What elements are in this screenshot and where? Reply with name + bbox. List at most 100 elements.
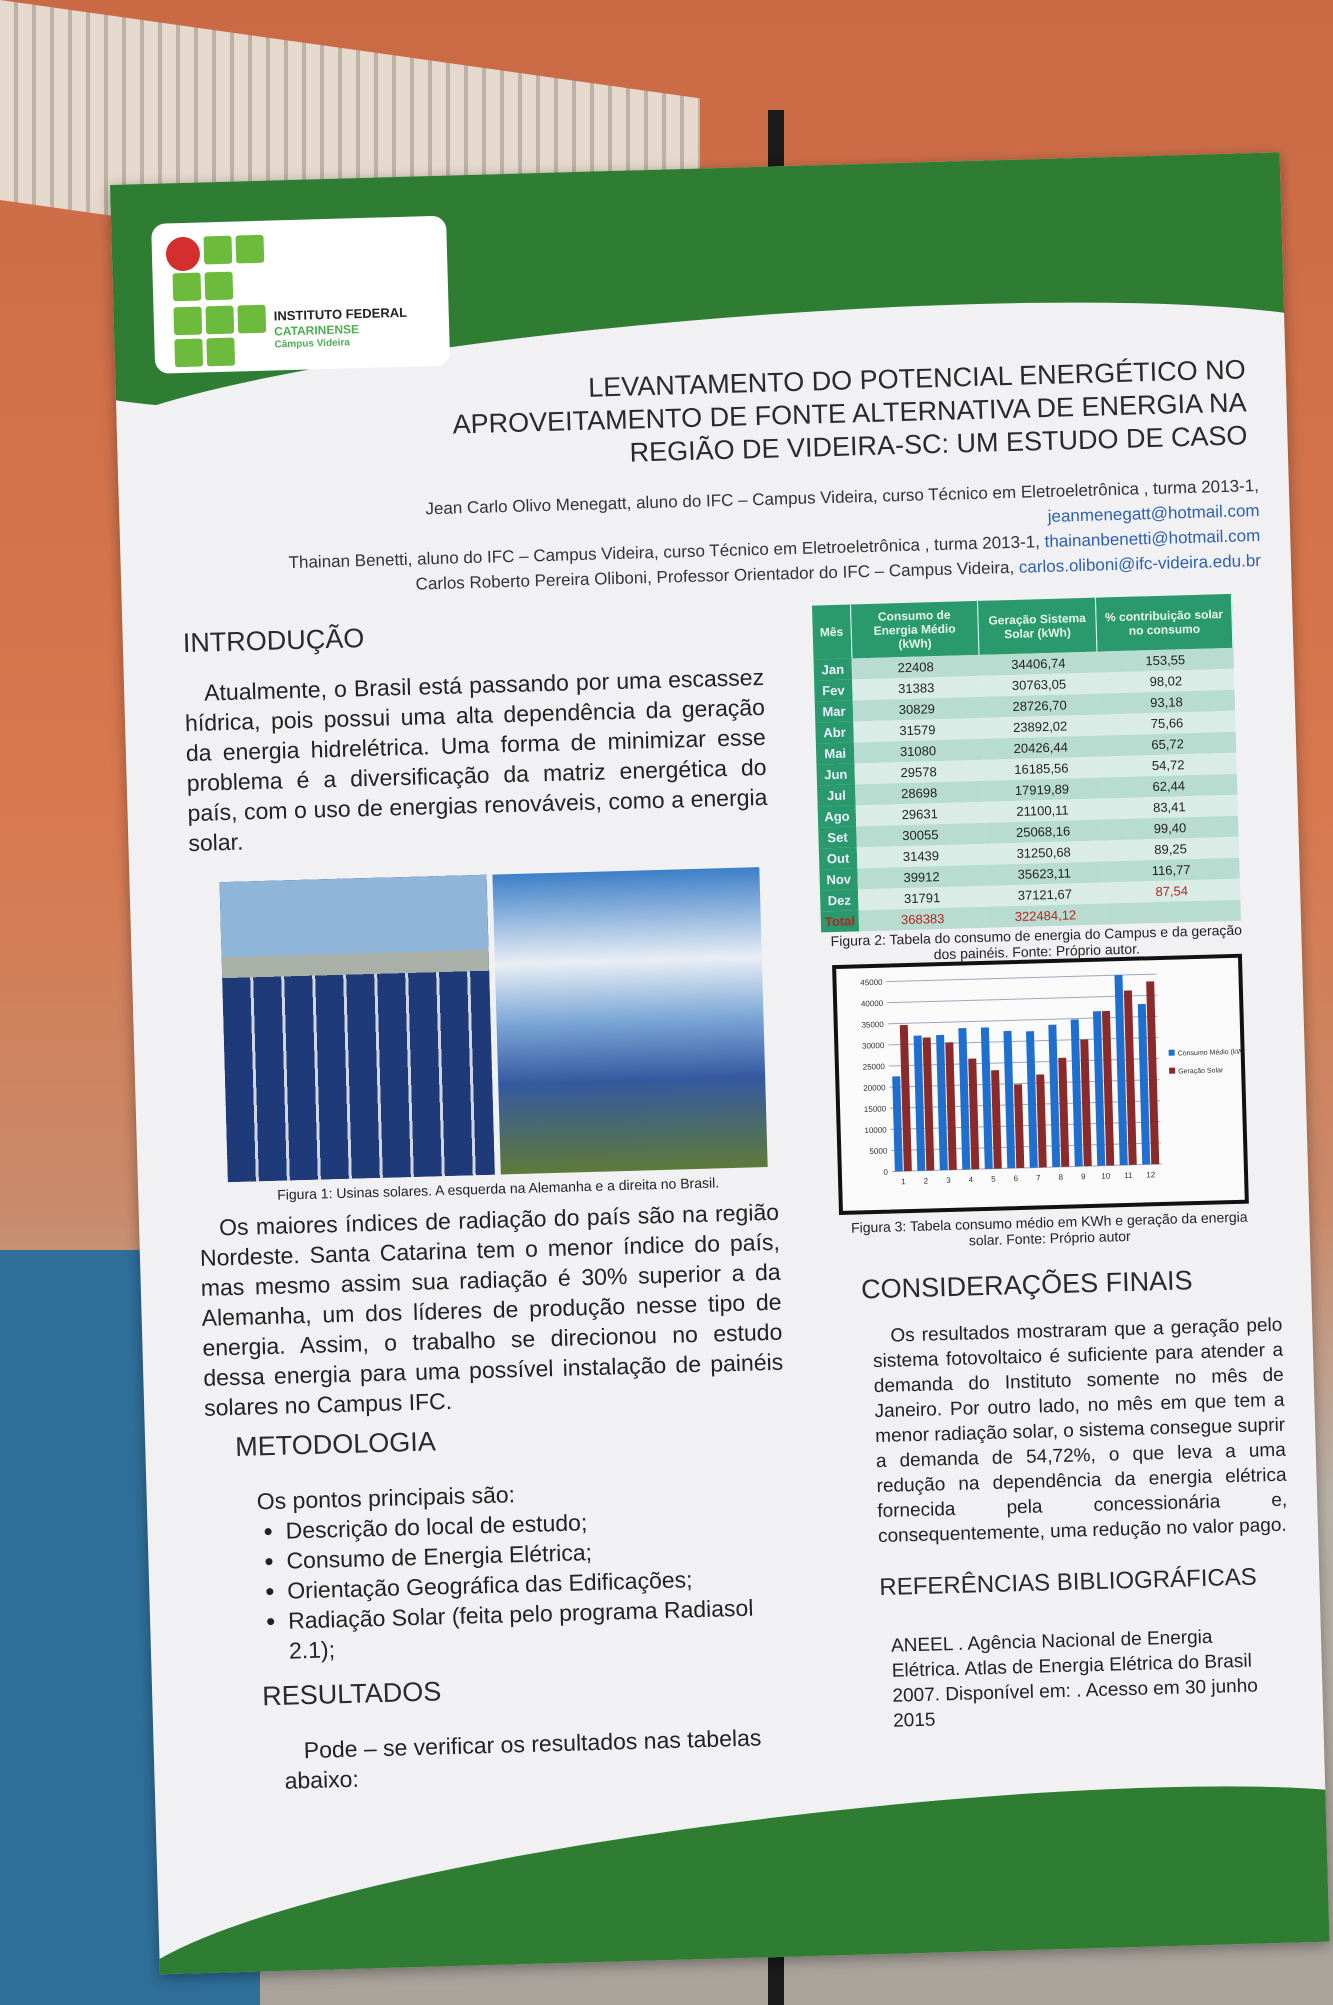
bar-generation bbox=[1101, 1010, 1115, 1166]
methodology-list: Os pontos principais são: Descrição do l… bbox=[256, 1472, 781, 1666]
logo-line2: CATARINENSE bbox=[273, 322, 360, 339]
x-tick-label: 1 bbox=[901, 1177, 906, 1186]
bar-generation bbox=[945, 1042, 957, 1170]
bar-consumption bbox=[958, 1027, 971, 1170]
bar-consumption bbox=[980, 1027, 993, 1169]
column-header: Consumo de Energia Médio (kWh) bbox=[850, 600, 980, 659]
x-tick-label: 10 bbox=[1101, 1171, 1111, 1180]
bar-consumption bbox=[1025, 1031, 1038, 1168]
bar-consumption bbox=[1048, 1024, 1061, 1168]
consumption-table: Mês Consumo de Energia Médio (kWh) Geração… bbox=[812, 593, 1241, 933]
y-tick-label: 30000 bbox=[862, 1041, 885, 1051]
bar-generation bbox=[991, 1070, 1002, 1169]
x-tick-label: 7 bbox=[1036, 1173, 1041, 1182]
y-tick-label: 35000 bbox=[861, 1020, 884, 1030]
x-tick-label: 5 bbox=[991, 1175, 996, 1184]
gridline bbox=[888, 1058, 1159, 1067]
author-email[interactable]: thainanbenetti@hotmail.com bbox=[1044, 526, 1261, 552]
bar-generation bbox=[1080, 1039, 1092, 1167]
table-cell: 322484,12 bbox=[986, 903, 1105, 928]
table-cell: Abr bbox=[815, 721, 854, 744]
intro-paragraph-2: Os maiores índices de radiação do país s… bbox=[199, 1198, 784, 1421]
methodology-heading: METODOLOGIA bbox=[234, 1426, 437, 1462]
gridline bbox=[891, 1163, 1162, 1173]
x-tick-label: 8 bbox=[1058, 1173, 1063, 1182]
bar-consumption bbox=[1092, 1011, 1106, 1166]
intro-paragraph: Atualmente, o Brasil está passando por u… bbox=[184, 663, 768, 857]
y-tick-label: 10000 bbox=[864, 1125, 887, 1135]
bar-consumption bbox=[936, 1034, 948, 1171]
legend-swatch bbox=[1169, 1067, 1176, 1074]
x-tick-label: 12 bbox=[1146, 1170, 1156, 1179]
chart-svg: 0 5000 10000 15000 20000 25000 30000 35000 40000… bbox=[860, 973, 1249, 1186]
photo-germany bbox=[219, 874, 495, 1183]
x-tick-label: 2 bbox=[924, 1177, 929, 1186]
gridline bbox=[890, 1121, 1161, 1130]
figure3-caption: Figura 3: Tabela consumo médio em KWh e … bbox=[850, 1208, 1248, 1249]
bar-generation bbox=[922, 1037, 935, 1171]
bar-consumption bbox=[1003, 1030, 1016, 1169]
bar-generation bbox=[1013, 1084, 1025, 1169]
list-item: Radiação Solar (feita pelo programa Radi… bbox=[288, 1592, 781, 1666]
column-header: Mês bbox=[812, 604, 852, 660]
table-cell: Ago bbox=[817, 805, 857, 828]
y-tick-label: 20000 bbox=[863, 1083, 886, 1093]
author-email[interactable]: carlos.oliboni@ifc-videira.edu.br bbox=[1018, 551, 1262, 577]
bar-generation bbox=[1058, 1057, 1070, 1167]
table-cell: Mar bbox=[814, 700, 854, 723]
references-heading: REFERÊNCIAS BIBLIOGRÁFICAS bbox=[879, 1563, 1258, 1602]
table-cell bbox=[1104, 899, 1241, 925]
y-tick-label: 25000 bbox=[863, 1062, 886, 1072]
results-heading: RESULTADOS bbox=[261, 1676, 442, 1712]
y-tick-label: 0 bbox=[883, 1168, 888, 1177]
bar-generation bbox=[968, 1058, 980, 1170]
gridline bbox=[889, 1079, 1160, 1088]
bar-consumption bbox=[1137, 1003, 1151, 1165]
photo-brazil bbox=[492, 867, 768, 1175]
table-cell: Jul bbox=[817, 784, 856, 807]
column-header: % contribuição solar no consumo bbox=[1095, 593, 1233, 652]
results-text: Pode – se verificar os resultados nas ta… bbox=[284, 1724, 762, 1794]
y-tick-label: 15000 bbox=[864, 1104, 887, 1114]
table-cell: Out bbox=[818, 847, 858, 870]
authors: Jean Carlo Olivo Menegatt, aluno do IFC … bbox=[239, 473, 1261, 601]
solar-plant-photos bbox=[219, 867, 768, 1183]
bar-generation bbox=[899, 1024, 912, 1172]
references-text: ANEEL . Agência Nacional de Energia Elét… bbox=[890, 1626, 1259, 1732]
table-cell: 368383 bbox=[858, 906, 987, 932]
table-cell: Mai bbox=[815, 742, 855, 765]
column-header: Geração Sistema Solar (kWh) bbox=[977, 597, 1098, 655]
gridline bbox=[886, 973, 1157, 983]
table-cell: Fev bbox=[814, 679, 853, 702]
bar-generation bbox=[1036, 1074, 1047, 1168]
x-tick-label: 6 bbox=[1013, 1174, 1018, 1183]
legend-label: Geração Solar bbox=[1178, 1067, 1224, 1075]
institution-logo: INSTITUTO FEDERAL CATARINENSE Câmpus Vid… bbox=[151, 215, 451, 374]
table-cell: Nov bbox=[819, 868, 859, 891]
gridline bbox=[887, 994, 1158, 1004]
table-cell: Dez bbox=[819, 889, 859, 912]
poster: INSTITUTO FEDERAL CATARINENSE Câmpus Vid… bbox=[110, 152, 1330, 1975]
bar-generation bbox=[1146, 981, 1160, 1165]
poster-title: LEVANTAMENTO DO POTENCIAL ENERGÉTICO NO … bbox=[445, 353, 1248, 474]
bar-consumption bbox=[892, 1076, 903, 1172]
legend-label: Consumo Médio (kWh) bbox=[1178, 1049, 1245, 1058]
author-email[interactable]: jeanmenegatt@hotmail.com bbox=[1047, 501, 1260, 526]
bar-chart: 0 5000 10000 15000 20000 25000 30000 35000 40000… bbox=[832, 953, 1249, 1216]
gridline bbox=[888, 1036, 1159, 1046]
gridline bbox=[891, 1142, 1162, 1151]
x-tick-label: 9 bbox=[1081, 1172, 1086, 1181]
x-tick-label: 4 bbox=[969, 1175, 974, 1184]
legend-swatch bbox=[1168, 1049, 1175, 1056]
conclusions-heading: CONSIDERAÇÕES FINAIS bbox=[860, 1265, 1193, 1305]
table-cell: Set bbox=[818, 826, 857, 849]
table-cell: Jan bbox=[813, 658, 853, 681]
y-tick-label: 5000 bbox=[869, 1147, 888, 1157]
intro-heading: INTRODUÇÃO bbox=[182, 623, 365, 659]
x-tick-label: 11 bbox=[1124, 1171, 1133, 1180]
y-tick-label: 45000 bbox=[860, 978, 883, 988]
bar-consumption bbox=[1070, 1019, 1083, 1167]
table-cell: Jun bbox=[816, 763, 856, 786]
logo-line1: INSTITUTO FEDERAL bbox=[273, 304, 408, 324]
bar-generation bbox=[1123, 990, 1137, 1165]
